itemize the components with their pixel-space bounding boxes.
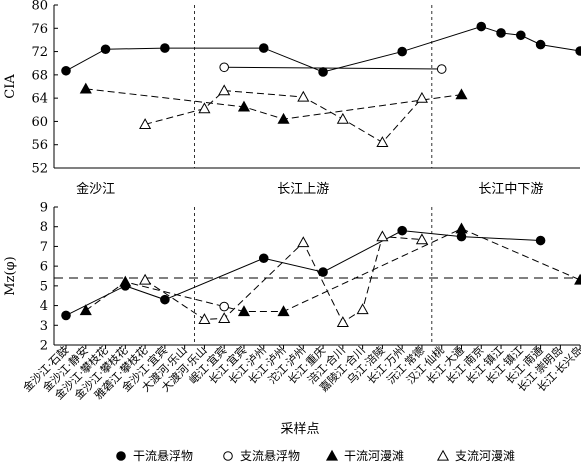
panel2-trunk_beach-point — [79, 304, 92, 316]
legend-trunk_beach-label: 干流河漫滩 — [344, 449, 404, 463]
panel2-ytick-label: 6 — [40, 260, 48, 275]
panel1-trunk_beach-point — [79, 82, 92, 94]
panel2-trunk_sediment-point — [535, 235, 546, 246]
panel2-tributary_beach-line — [144, 236, 422, 324]
panel2-ytick-label: 9 — [40, 201, 48, 216]
panel2-ytick-label: 3 — [40, 319, 48, 334]
panel1-ytick-label: 56 — [31, 138, 48, 153]
panel2-trunk_sediment-point — [397, 225, 407, 236]
panel1-trunk_sediment-point — [61, 65, 71, 76]
panel2-tributary_beach-point — [297, 236, 310, 248]
panel1-trunk_beach-point — [237, 100, 251, 112]
panel2-ytick-label: 5 — [40, 279, 48, 294]
panel2-y-title: Mz(φ) — [3, 256, 18, 295]
panel2-trunk_sediment-point — [456, 231, 467, 242]
legend-tributary_beach-marker — [436, 449, 450, 461]
panel1-trunk_sediment-point — [535, 39, 546, 50]
panel2-trunk_beach-line — [85, 228, 581, 312]
panel2-tributary_beach-point — [376, 230, 389, 242]
panel2-tributary_beach-point — [198, 313, 211, 325]
panel2-trunk_sediment-point — [318, 267, 328, 277]
panel1-ytick-label: 72 — [31, 45, 48, 60]
panel2-tributary_beach-point — [336, 316, 349, 327]
panel1-trunk_sediment-point — [496, 28, 506, 38]
panel1-tributary_beach-point — [336, 112, 349, 124]
panel1-ytick-label: 68 — [31, 68, 48, 83]
panel1-trunk_sediment-point — [476, 21, 487, 32]
panel2-trunk_beach-point — [574, 273, 581, 285]
panel1-tributary_sediment-point — [219, 62, 229, 73]
panel1-trunk_beach-point — [455, 88, 468, 100]
panel2-tributary_beach-point — [218, 312, 231, 324]
panel1-trunk_beach-point — [277, 112, 290, 124]
legend-trunk_sediment-label: 干流悬浮物 — [133, 449, 193, 463]
panel2-tributary_sediment-point — [219, 301, 229, 312]
panel2-trunk_beach-point — [237, 305, 251, 317]
panel1-tributary_sediment-line — [224, 66, 442, 70]
legend-tributary_sediment-label: 支流悬浮物 — [240, 449, 300, 463]
panel2-trunk_beach-point — [277, 305, 290, 317]
legend-trunk_beach-marker — [325, 449, 339, 461]
region-label: 长江中下游 — [478, 182, 543, 197]
panel1-trunk_sediment-point — [160, 43, 170, 53]
panel1-tributary_beach-point — [198, 102, 211, 114]
panel2-trunk_sediment-point — [61, 310, 71, 321]
panel1-ytick-label: 76 — [31, 22, 48, 37]
panel1-tributary_beach-point — [376, 136, 389, 148]
panel2-trunk_sediment-point — [160, 294, 170, 305]
region-label: 金沙江 — [76, 181, 115, 197]
panel1-trunk_sediment-point — [100, 44, 111, 55]
legend-tributary_sediment-marker — [223, 451, 233, 461]
panel1-trunk_sediment-point — [575, 46, 581, 56]
panel1-ytick-label: 52 — [31, 162, 48, 177]
panel2-trunk_beach-point — [455, 222, 468, 234]
panel1-ytick-label: 64 — [31, 92, 48, 107]
panel1-tributary_beach-point — [297, 90, 310, 102]
panel2-tributary_beach-point — [415, 233, 428, 245]
panel2-ytick-label: 7 — [40, 240, 48, 255]
panel2-trunk_sediment-line — [65, 230, 541, 316]
panel1-trunk_sediment-point — [397, 46, 407, 57]
panel1-tributary_beach-point — [415, 91, 428, 103]
panel2-tributary_beach-point — [139, 273, 152, 285]
panel1-tributary_beach-point — [218, 84, 231, 96]
panel1-trunk_sediment-point — [516, 30, 526, 41]
panel2-trunk_beach-point — [119, 275, 132, 287]
panel1-y-title: CIA — [3, 74, 18, 99]
panel2-ytick-label: 2 — [40, 339, 48, 354]
panel1-trunk_sediment-point — [258, 43, 269, 53]
panel2-ytick-label: 8 — [40, 220, 48, 235]
panel2-trunk_sediment-point — [258, 253, 269, 264]
panel1-trunk_sediment-point — [318, 67, 328, 77]
legend-tributary_beach-label: 支流河漫滩 — [455, 449, 515, 463]
panel1-trunk_beach-line — [85, 88, 462, 120]
panel2-tributary_beach-point — [356, 303, 369, 315]
panel1-tributary_beach-point — [139, 118, 152, 129]
legend-trunk_sediment-marker — [116, 451, 126, 461]
panel2-ytick-label: 4 — [40, 299, 48, 314]
x-axis-title: 采样点 — [280, 422, 319, 437]
panel1-ytick-label: 80 — [31, 0, 48, 14]
region-label: 长江上游 — [277, 182, 329, 197]
panel1-ytick-label: 60 — [31, 115, 48, 130]
panel1-tributary_sediment-point — [436, 64, 447, 74]
